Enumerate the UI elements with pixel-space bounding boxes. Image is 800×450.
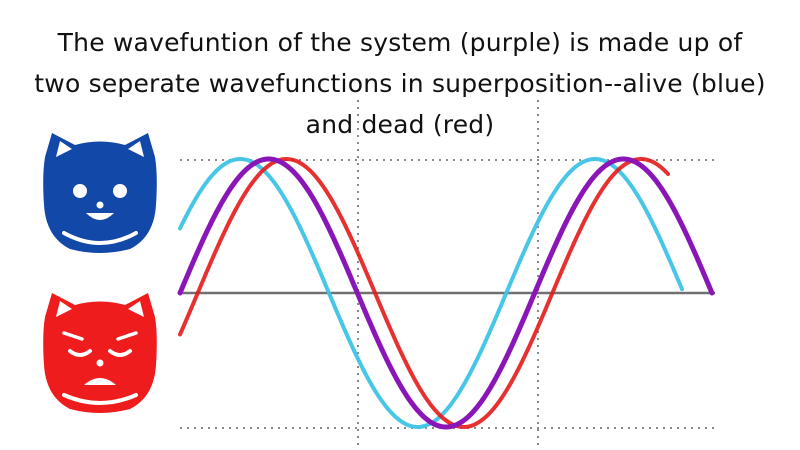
system-wave-purple — [177, 156, 715, 430]
caption-line-3: and dead (red) — [305, 110, 495, 139]
caption-line-1: The wavefuntion of the system (purple) i… — [57, 28, 743, 57]
happy-cat-face-icon — [43, 133, 157, 253]
caption-line-2: two seperate wavefunctions in superposit… — [34, 69, 766, 98]
sad-cat-face-icon — [43, 293, 157, 413]
dead-wave-red — [178, 156, 670, 430]
caption: The wavefuntion of the system (purple) i… — [0, 22, 800, 145]
